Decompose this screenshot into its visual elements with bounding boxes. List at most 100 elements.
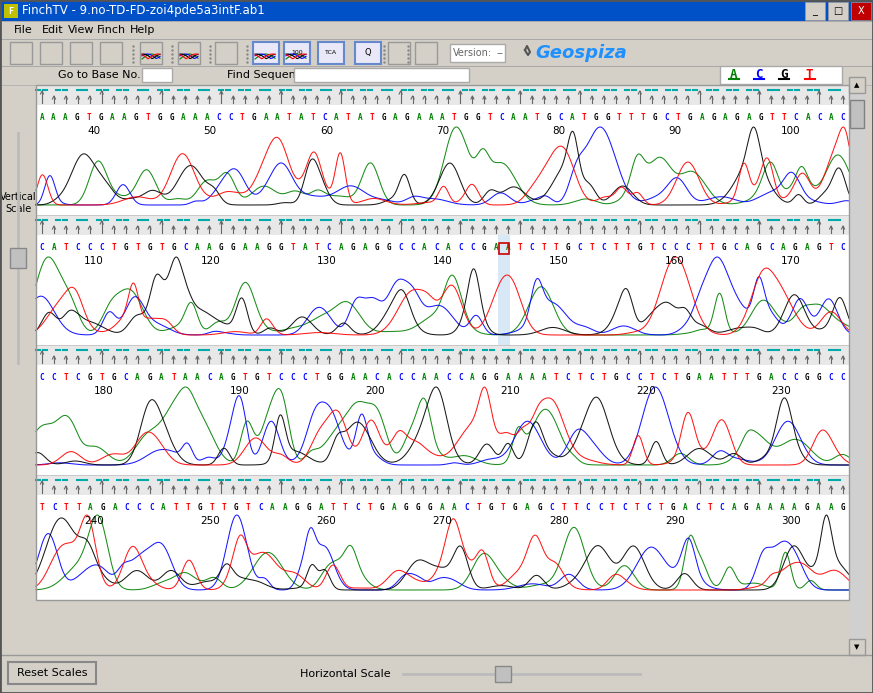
Text: C: C	[123, 374, 128, 383]
Text: T: T	[343, 504, 347, 513]
Text: G: G	[685, 374, 690, 383]
Text: T: T	[601, 374, 606, 383]
Text: T: T	[581, 114, 586, 123]
Text: G: G	[513, 504, 518, 513]
Text: 270: 270	[433, 516, 452, 526]
Text: A: A	[159, 374, 164, 383]
Text: A: A	[63, 114, 68, 123]
Bar	[0, 0, 873, 21]
Text: G: G	[489, 504, 493, 513]
Text: A: A	[207, 243, 211, 252]
Text: A: A	[745, 243, 750, 252]
Text: T: T	[210, 504, 214, 513]
Text: 160: 160	[665, 256, 684, 266]
Text: A: A	[829, 114, 834, 123]
Bar	[849, 639, 865, 655]
Text: T: T	[610, 504, 615, 513]
Text: G: G	[759, 114, 763, 123]
Text: G: G	[652, 114, 656, 123]
Text: T: T	[452, 114, 457, 123]
Text: A: A	[683, 504, 688, 513]
Text: C: C	[76, 374, 80, 383]
Text: C: C	[578, 243, 582, 252]
Text: _: _	[813, 6, 817, 16]
Text: G: G	[197, 504, 203, 513]
Text: C: C	[76, 243, 80, 252]
Text: G: G	[99, 114, 103, 123]
Text: 250: 250	[200, 516, 220, 526]
Text: A: A	[416, 114, 422, 123]
Text: C: C	[137, 504, 141, 513]
Text: A: A	[52, 114, 56, 123]
Text: C: C	[637, 374, 642, 383]
Text: G: G	[351, 243, 355, 252]
Text: T: T	[243, 374, 248, 383]
Text: G: G	[100, 504, 105, 513]
Text: 210: 210	[500, 386, 520, 396]
Text: □: □	[834, 6, 842, 16]
Text: G: G	[382, 114, 386, 123]
Text: A: A	[494, 243, 498, 252]
Text: Go to Base No.: Go to Base No.	[58, 70, 141, 80]
Text: G: G	[482, 374, 486, 383]
Text: C: C	[125, 504, 129, 513]
Text: C: C	[207, 374, 211, 383]
Text: T: T	[650, 374, 654, 383]
Bar	[253, 42, 279, 64]
Text: G: G	[169, 114, 174, 123]
Text: A: A	[470, 374, 475, 383]
Text: A: A	[219, 374, 223, 383]
Text: A: A	[204, 114, 210, 123]
Text: A: A	[271, 504, 275, 513]
Text: A: A	[446, 243, 450, 252]
Text: A: A	[339, 243, 343, 252]
Text: C: C	[303, 374, 307, 383]
Text: C: C	[278, 374, 284, 383]
Text: A: A	[135, 374, 140, 383]
Bar	[388, 42, 410, 64]
Text: G: G	[171, 243, 175, 252]
Text: C: C	[781, 374, 786, 383]
Text: A: A	[698, 374, 702, 383]
Text: T: T	[614, 243, 618, 252]
Text: G: G	[464, 114, 469, 123]
Text: G: G	[757, 243, 761, 252]
Text: 150: 150	[549, 256, 568, 266]
Text: 180: 180	[94, 386, 113, 396]
Text: Help: Help	[130, 25, 155, 35]
Bar	[10, 248, 26, 268]
Text: 290: 290	[665, 516, 684, 526]
Text: T: T	[331, 504, 335, 513]
Text: T: T	[721, 374, 725, 383]
Text: T: T	[625, 243, 630, 252]
Text: C: C	[228, 114, 233, 123]
Text: T: T	[518, 243, 523, 252]
Text: G: G	[817, 374, 821, 383]
Text: T: T	[553, 374, 559, 383]
Text: C: C	[217, 114, 221, 123]
Text: G: G	[793, 243, 798, 252]
Bar	[10, 42, 32, 64]
Text: 80: 80	[552, 126, 565, 136]
Text: C: C	[769, 243, 773, 252]
Text: A: A	[351, 374, 355, 383]
Text: Vertical
Scale: Vertical Scale	[0, 192, 37, 214]
Bar	[0, 39, 873, 66]
Text: A: A	[275, 114, 280, 123]
Text: A: A	[699, 114, 704, 123]
Text: A: A	[423, 243, 427, 252]
Text: View: View	[68, 25, 94, 35]
Text: ▲: ▲	[855, 82, 860, 88]
Text: Finch: Finch	[97, 25, 126, 35]
Text: A: A	[434, 374, 439, 383]
Bar	[36, 85, 849, 215]
Text: C: C	[817, 114, 821, 123]
Text: A: A	[511, 114, 516, 123]
Text: C: C	[841, 374, 845, 383]
Text: T: T	[782, 114, 787, 123]
Text: 130: 130	[317, 256, 336, 266]
Text: G: G	[134, 114, 139, 123]
Text: T: T	[676, 114, 680, 123]
Text: A: A	[255, 243, 259, 252]
Text: Version:: Version:	[453, 48, 492, 58]
